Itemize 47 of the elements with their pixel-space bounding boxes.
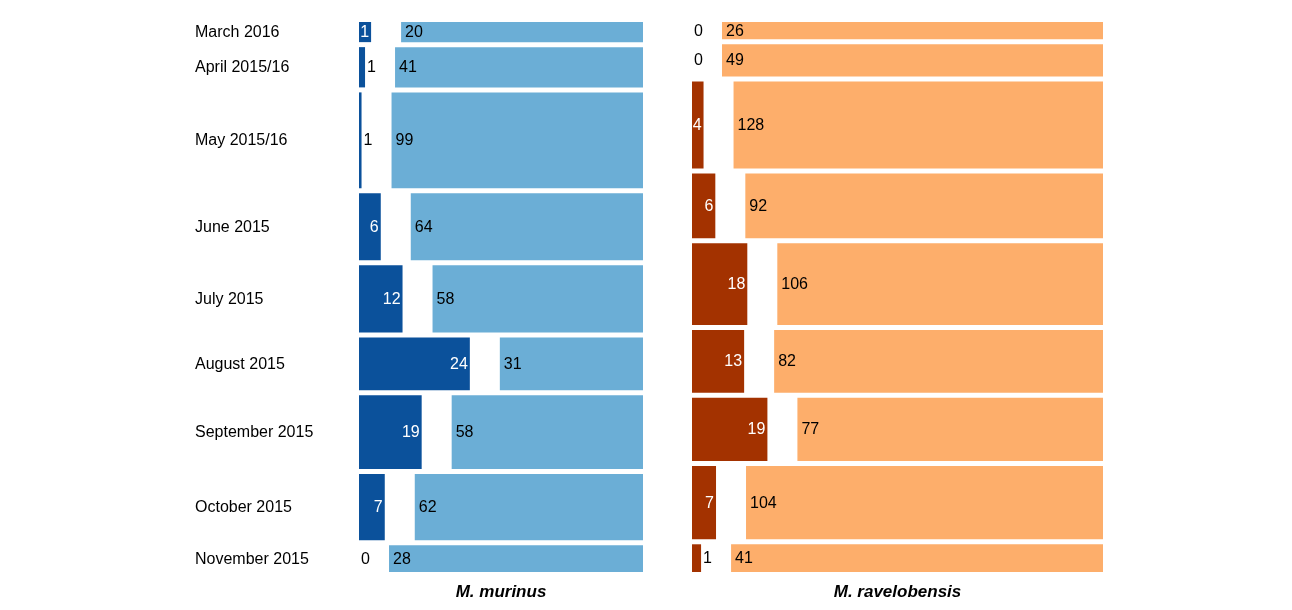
- data-label: 77: [801, 420, 820, 438]
- data-label: 13: [724, 352, 743, 370]
- category-label: March 2016: [195, 23, 280, 41]
- data-label: 1: [360, 23, 370, 41]
- category-label: April 2015/16: [195, 58, 290, 76]
- data-label: 18: [727, 275, 746, 293]
- category-label: May 2015/16: [195, 131, 288, 149]
- category-label: September 2015: [195, 423, 314, 441]
- data-label: 49: [726, 51, 744, 69]
- data-label: 4: [692, 116, 702, 134]
- data-label: 1: [363, 131, 373, 149]
- data-label: 41: [399, 58, 417, 76]
- data-label: 0: [694, 21, 703, 39]
- data-label: 7: [705, 493, 715, 511]
- data-label: 19: [401, 423, 420, 441]
- data-label: 6: [704, 196, 714, 214]
- data-label: 41: [735, 549, 753, 567]
- data-label: 62: [418, 498, 437, 516]
- category-label: June 2015: [195, 217, 270, 235]
- data-label: 82: [778, 352, 797, 370]
- data-label: 106: [781, 275, 809, 293]
- data-label: 1: [703, 549, 713, 567]
- data-label: 28: [393, 549, 411, 567]
- category-label: October 2015: [195, 498, 293, 516]
- data-label: 31: [503, 354, 522, 372]
- data-label: 104: [750, 493, 777, 511]
- data-label: 7: [373, 498, 383, 516]
- data-label: 128: [737, 116, 765, 134]
- text: M. ravelobensis: [833, 582, 962, 601]
- category-label: August 2015: [195, 354, 285, 372]
- text: M. murinus: [455, 582, 547, 601]
- category-label: July 2015: [195, 289, 264, 307]
- data-label: 58: [436, 289, 455, 307]
- data-label: 64: [414, 217, 433, 235]
- data-label: 20: [405, 23, 423, 41]
- category-label: November 2015: [195, 549, 309, 567]
- data-label: 0: [361, 549, 370, 567]
- data-label: 19: [747, 420, 766, 438]
- data-label: 0: [694, 51, 703, 69]
- data-label: 99: [395, 131, 414, 149]
- data-label: 12: [382, 289, 401, 307]
- data-label: 24: [450, 354, 468, 372]
- data-label: 6: [369, 217, 379, 235]
- data-label: 1: [367, 58, 377, 76]
- data-label: 92: [749, 196, 768, 214]
- data-label: 58: [455, 423, 474, 441]
- data-label: 26: [726, 21, 744, 39]
